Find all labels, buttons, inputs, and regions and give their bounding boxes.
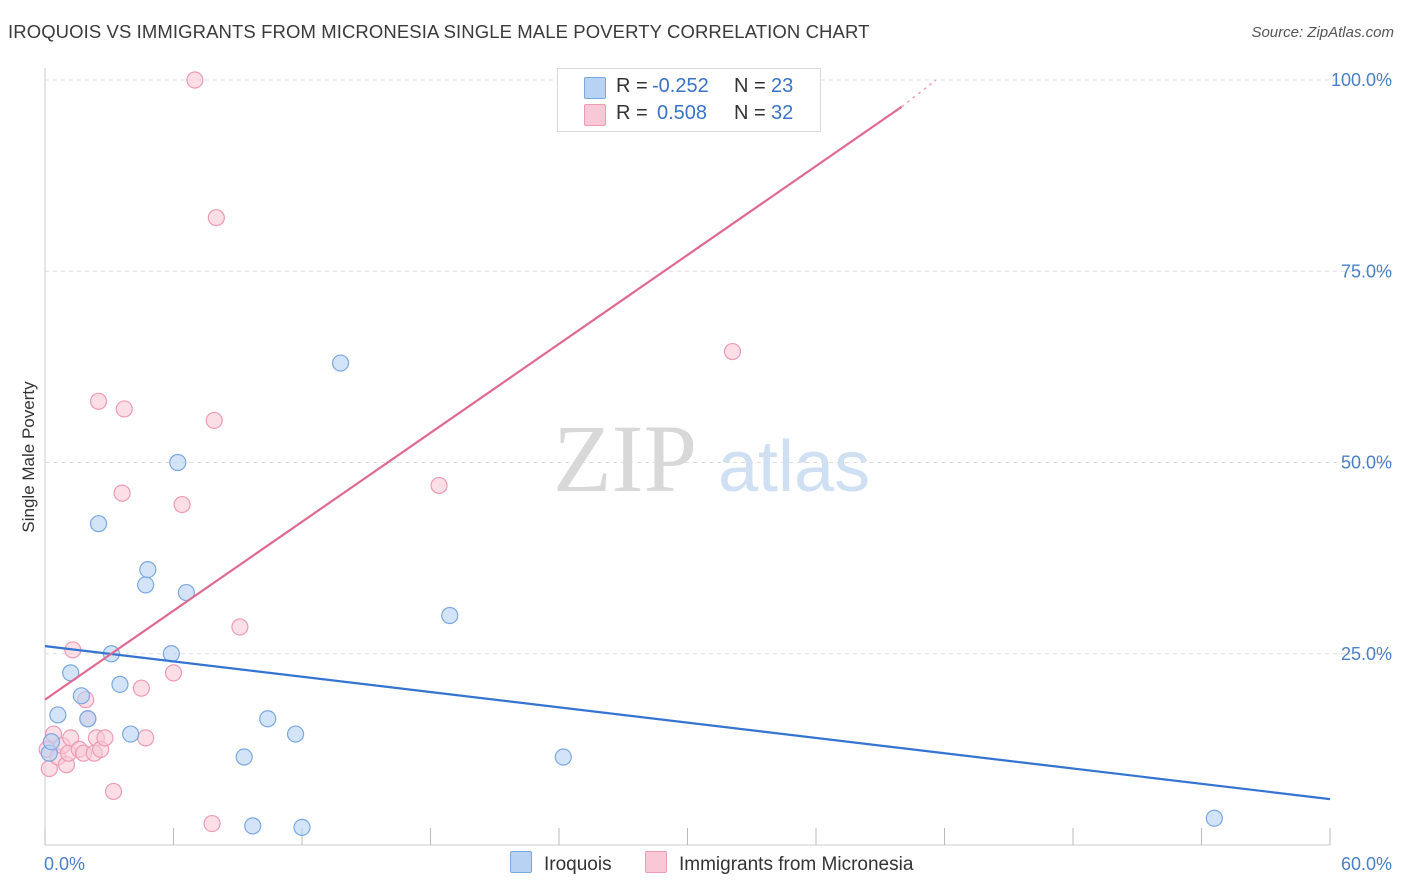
iroquois-point [42,733,61,751]
n-value: 23 [771,75,794,97]
micronesia-point [186,71,204,89]
micronesia-point [164,664,183,682]
legend-label: Iroquois [544,854,612,875]
micronesia-point [723,342,742,361]
iroquois-point [554,748,572,766]
n-label: N = [734,75,766,97]
source-label: Source: ZipAtlas.com [1251,24,1394,41]
gridlines [45,79,1392,655]
n-label: N = [734,102,766,124]
legend-row-iroquois: R = -0.252 N = 23 [558,73,820,101]
y-tick-label: 100.0% [1331,70,1392,90]
micronesia-point [430,476,448,495]
iroquois-point [244,817,262,835]
tick-labels: 25.0% 50.0% 75.0% 100.0% 0.0% 60.0% [44,70,1392,874]
x-tick-label: 60.0% [1341,854,1392,874]
iroquois-point [89,515,108,533]
iroquois-point [137,576,155,594]
trend-lines [44,79,1331,801]
micronesia-point [113,484,131,502]
iroquois-point [286,725,305,743]
micronesia-trend-extension [901,79,937,108]
micronesia-point [132,679,150,697]
micronesia-trend-line [44,105,903,701]
watermark-zip: ZIP [553,405,697,512]
series-legend: Iroquois Immigrants from Micronesia [0,851,1406,879]
iroquois-point [49,706,67,724]
micronesia-point [137,729,155,747]
micronesia-point [173,495,191,514]
legend-item-iroquois: Iroquois [510,851,612,879]
iroquois-legend-swatch [510,851,532,873]
micronesia-legend-swatch [645,851,667,873]
y-tick-label: 25.0% [1341,644,1392,664]
iroquois-point [235,748,253,766]
legend-item-micronesia: Immigrants from Micronesia [645,851,913,879]
micronesia-point [207,209,225,227]
y-axis-label: Single Male Poverty [19,381,38,533]
micronesia-point [104,782,123,801]
axes [44,68,1331,846]
micronesia-swatch [584,104,606,126]
n-value: 32 [771,102,794,124]
iroquois-point [331,354,350,372]
iroquois-swatch [584,77,606,99]
r-value: -0.252 [652,75,709,97]
micronesia-point [203,814,221,833]
iroquois-point [79,710,97,728]
y-tick-label: 50.0% [1341,453,1392,473]
micronesia-point [115,400,133,418]
iroquois-point [293,818,311,837]
iroquois-point [1205,809,1223,827]
iroquois-point [259,710,277,728]
iroquois-point [122,725,140,743]
iroquois-point [139,560,157,579]
micronesia-point [62,729,80,747]
watermark: ZIP atlas [553,405,870,512]
iroquois-trend-line [44,645,1331,801]
iroquois-point [111,675,129,693]
y-tick-label: 75.0% [1341,261,1392,281]
watermark-atlas: atlas [718,427,870,507]
r-label: R = [616,102,648,124]
micronesia-point [231,618,249,636]
iroquois-point [169,453,187,472]
micronesia-point [96,729,114,747]
chart-title: IROQUOIS VS IMMIGRANTS FROM MICRONESIA S… [8,21,870,42]
correlation-legend: R = -0.252 N = 23 R = 0.508 N = 32 [557,68,821,132]
iroquois-point [441,606,459,625]
r-value: 0.508 [657,102,708,124]
legend-label: Immigrants from Micronesia [679,854,914,875]
micronesia-point [205,411,223,430]
micronesia-point [89,392,108,410]
legend-row-micronesia: R = 0.508 N = 32 [558,100,820,128]
x-tick-label: 0.0% [44,854,85,874]
r-label: R = [616,75,648,97]
iroquois-point [72,687,91,705]
iroquois-point [162,645,180,663]
